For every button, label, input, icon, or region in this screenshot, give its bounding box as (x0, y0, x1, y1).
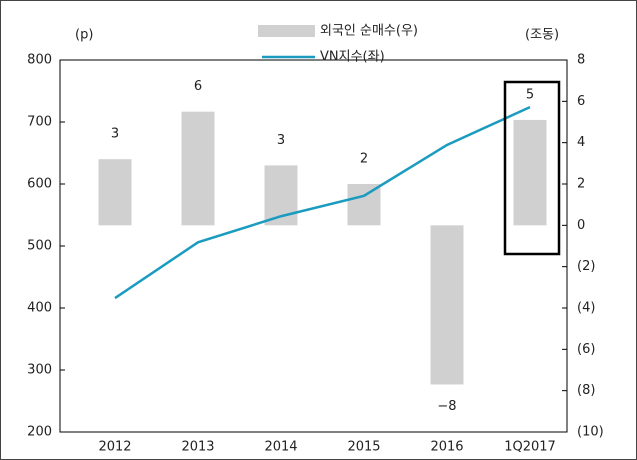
y-tick-label: 500 (27, 239, 52, 254)
bar (181, 111, 215, 226)
y2-axis-label: (조동) (525, 28, 559, 43)
legend-label: 외국인 순매수(우) (320, 24, 418, 39)
y2-tick-label: 4 (577, 135, 585, 150)
y2-tick-label: 0 (577, 218, 585, 233)
plot-frame (59, 59, 568, 433)
y2-tick-label: 8 (577, 53, 585, 68)
y-tick-label: 200 (27, 425, 52, 440)
data-label: −8 (437, 399, 456, 414)
y2-tick-label: (6) (577, 342, 595, 357)
legend-swatch-bar (258, 25, 315, 37)
bar (513, 119, 547, 226)
y-tick-label: 800 (27, 53, 52, 68)
y2-tick-label: (4) (577, 301, 595, 316)
y2-tick-label: 6 (577, 94, 585, 109)
x-tick-label: 1Q2017 (504, 440, 556, 455)
bar (347, 184, 381, 226)
y-tick-label: 300 (27, 363, 52, 378)
data-label: 2 (360, 152, 368, 167)
x-tick-label: 2013 (181, 440, 214, 455)
y-tick-label: 400 (27, 301, 52, 316)
bar (98, 159, 132, 226)
y2-tick-label: 2 (577, 177, 585, 192)
x-tick-label: 2015 (347, 440, 380, 455)
y-tick-label: 600 (27, 177, 52, 192)
y-axis-label: (p) (75, 28, 93, 43)
y-tick-label: 700 (27, 115, 52, 130)
y2-tick-label: (10) (577, 425, 604, 440)
x-tick-label: 2014 (264, 440, 297, 455)
data-label: 6 (194, 79, 202, 94)
y2-tick-label: (8) (577, 383, 595, 398)
line (114, 105, 531, 300)
data-label: 3 (111, 127, 119, 142)
y2-tick-label: (2) (577, 259, 595, 274)
x-tick-label: 2012 (98, 440, 131, 455)
x-tick-label: 2016 (430, 440, 463, 455)
data-label: 5 (526, 87, 534, 102)
bar (430, 225, 464, 385)
legend-label: VN지수(좌) (320, 50, 385, 65)
data-label: 3 (277, 133, 285, 148)
highlight-box (503, 80, 561, 256)
